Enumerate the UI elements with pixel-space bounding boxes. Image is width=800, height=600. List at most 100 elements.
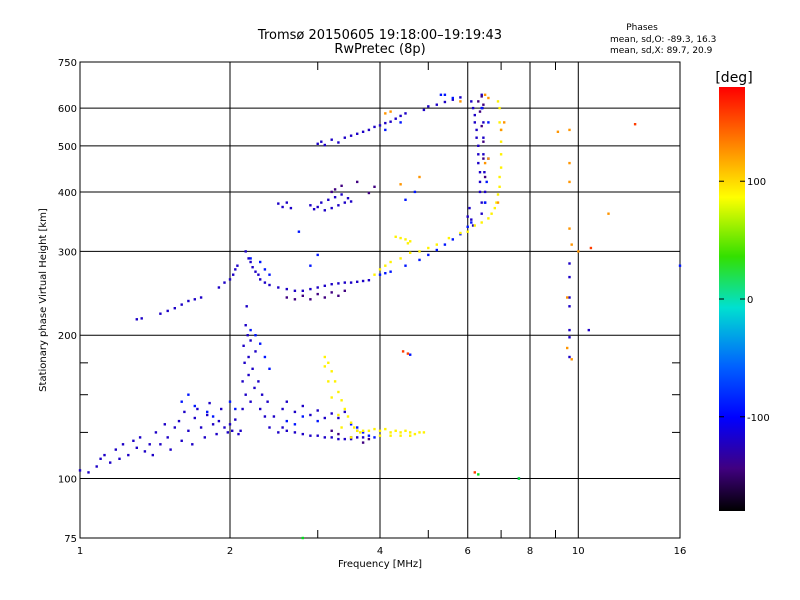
- data-point: [316, 419, 319, 423]
- phase-stats-label: Phases: [626, 23, 658, 33]
- data-point: [475, 128, 478, 132]
- data-point: [447, 236, 451, 240]
- data-point: [249, 339, 252, 342]
- data-point: [132, 439, 135, 442]
- data-point: [487, 121, 490, 124]
- data-point: [499, 166, 503, 169]
- data-point: [173, 307, 176, 310]
- data-point: [566, 346, 569, 350]
- data-point: [277, 286, 280, 289]
- data-point: [443, 243, 447, 246]
- data-point: [259, 342, 262, 345]
- data-point: [268, 367, 271, 370]
- colorbar-tick-label: 0: [747, 295, 753, 306]
- data-point: [340, 193, 343, 196]
- data-point: [266, 400, 269, 403]
- data-point: [483, 161, 487, 165]
- phase-stats-o: mean, sd,O: -89.3, 16.3: [610, 35, 716, 45]
- data-point: [477, 473, 480, 476]
- data-point: [343, 281, 346, 284]
- data-point: [399, 121, 402, 124]
- data-point: [384, 112, 387, 115]
- data-point: [281, 407, 284, 411]
- data-point: [330, 291, 333, 294]
- data-point: [409, 251, 412, 254]
- data-point: [320, 201, 323, 204]
- data-point: [285, 429, 288, 432]
- data-point: [499, 140, 503, 143]
- data-point: [418, 258, 421, 262]
- data-point: [193, 404, 196, 408]
- data-point: [333, 380, 337, 383]
- data-point: [459, 231, 462, 235]
- data-point: [173, 426, 176, 429]
- data-point: [199, 426, 203, 429]
- data-point: [163, 423, 166, 426]
- data-point: [495, 201, 498, 204]
- data-point: [340, 184, 343, 187]
- data-point: [422, 108, 426, 112]
- data-point: [257, 273, 260, 276]
- data-point: [340, 399, 343, 402]
- data-point: [473, 471, 476, 474]
- data-point: [482, 121, 485, 124]
- data-point: [435, 248, 438, 252]
- data-point: [394, 235, 397, 238]
- data-point: [223, 426, 226, 429]
- data-point: [87, 471, 90, 474]
- data-point: [340, 426, 343, 429]
- data-point: [301, 432, 304, 436]
- data-point: [118, 457, 121, 460]
- data-point: [409, 240, 412, 243]
- data-point: [389, 260, 392, 264]
- data-point: [678, 264, 682, 267]
- data-point: [251, 266, 254, 269]
- data-point: [293, 289, 297, 292]
- data-point: [228, 278, 232, 281]
- data-point: [180, 439, 183, 442]
- colorbar-tick-label: 100: [747, 177, 766, 188]
- data-point: [482, 153, 485, 156]
- data-point: [316, 142, 319, 145]
- data-point: [349, 423, 353, 426]
- data-point: [482, 140, 485, 143]
- data-point: [389, 110, 392, 113]
- data-point: [263, 268, 267, 271]
- data-point: [309, 287, 312, 291]
- data-point: [239, 429, 242, 432]
- data-point: [470, 218, 473, 221]
- data-point: [607, 212, 610, 215]
- data-point: [498, 175, 501, 179]
- data-point: [297, 230, 301, 233]
- data-point: [471, 224, 475, 227]
- data-point: [496, 100, 500, 103]
- data-point: [234, 268, 237, 271]
- data-point: [496, 193, 500, 196]
- data-point: [451, 238, 454, 241]
- data-point: [409, 434, 412, 437]
- data-point: [568, 128, 571, 132]
- data-point: [151, 453, 154, 457]
- data-point: [309, 264, 312, 267]
- data-point: [477, 100, 480, 103]
- data-point: [323, 209, 326, 212]
- data-point: [337, 294, 340, 297]
- colorbar-tick-label: -100: [747, 413, 770, 424]
- data-point: [409, 353, 412, 356]
- data-point: [427, 253, 430, 257]
- data-point: [568, 161, 571, 165]
- data-point: [193, 298, 196, 301]
- data-point: [127, 453, 130, 457]
- data-point: [285, 400, 288, 403]
- data-point: [439, 93, 443, 96]
- data-point: [169, 448, 172, 451]
- data-point: [330, 206, 333, 210]
- data-point: [483, 175, 487, 179]
- data-point: [468, 206, 471, 210]
- data-point: [353, 426, 356, 429]
- data-point: [478, 190, 482, 194]
- data-point: [568, 296, 571, 299]
- data-point: [249, 328, 252, 332]
- data-point: [312, 208, 316, 211]
- data-point: [140, 317, 143, 320]
